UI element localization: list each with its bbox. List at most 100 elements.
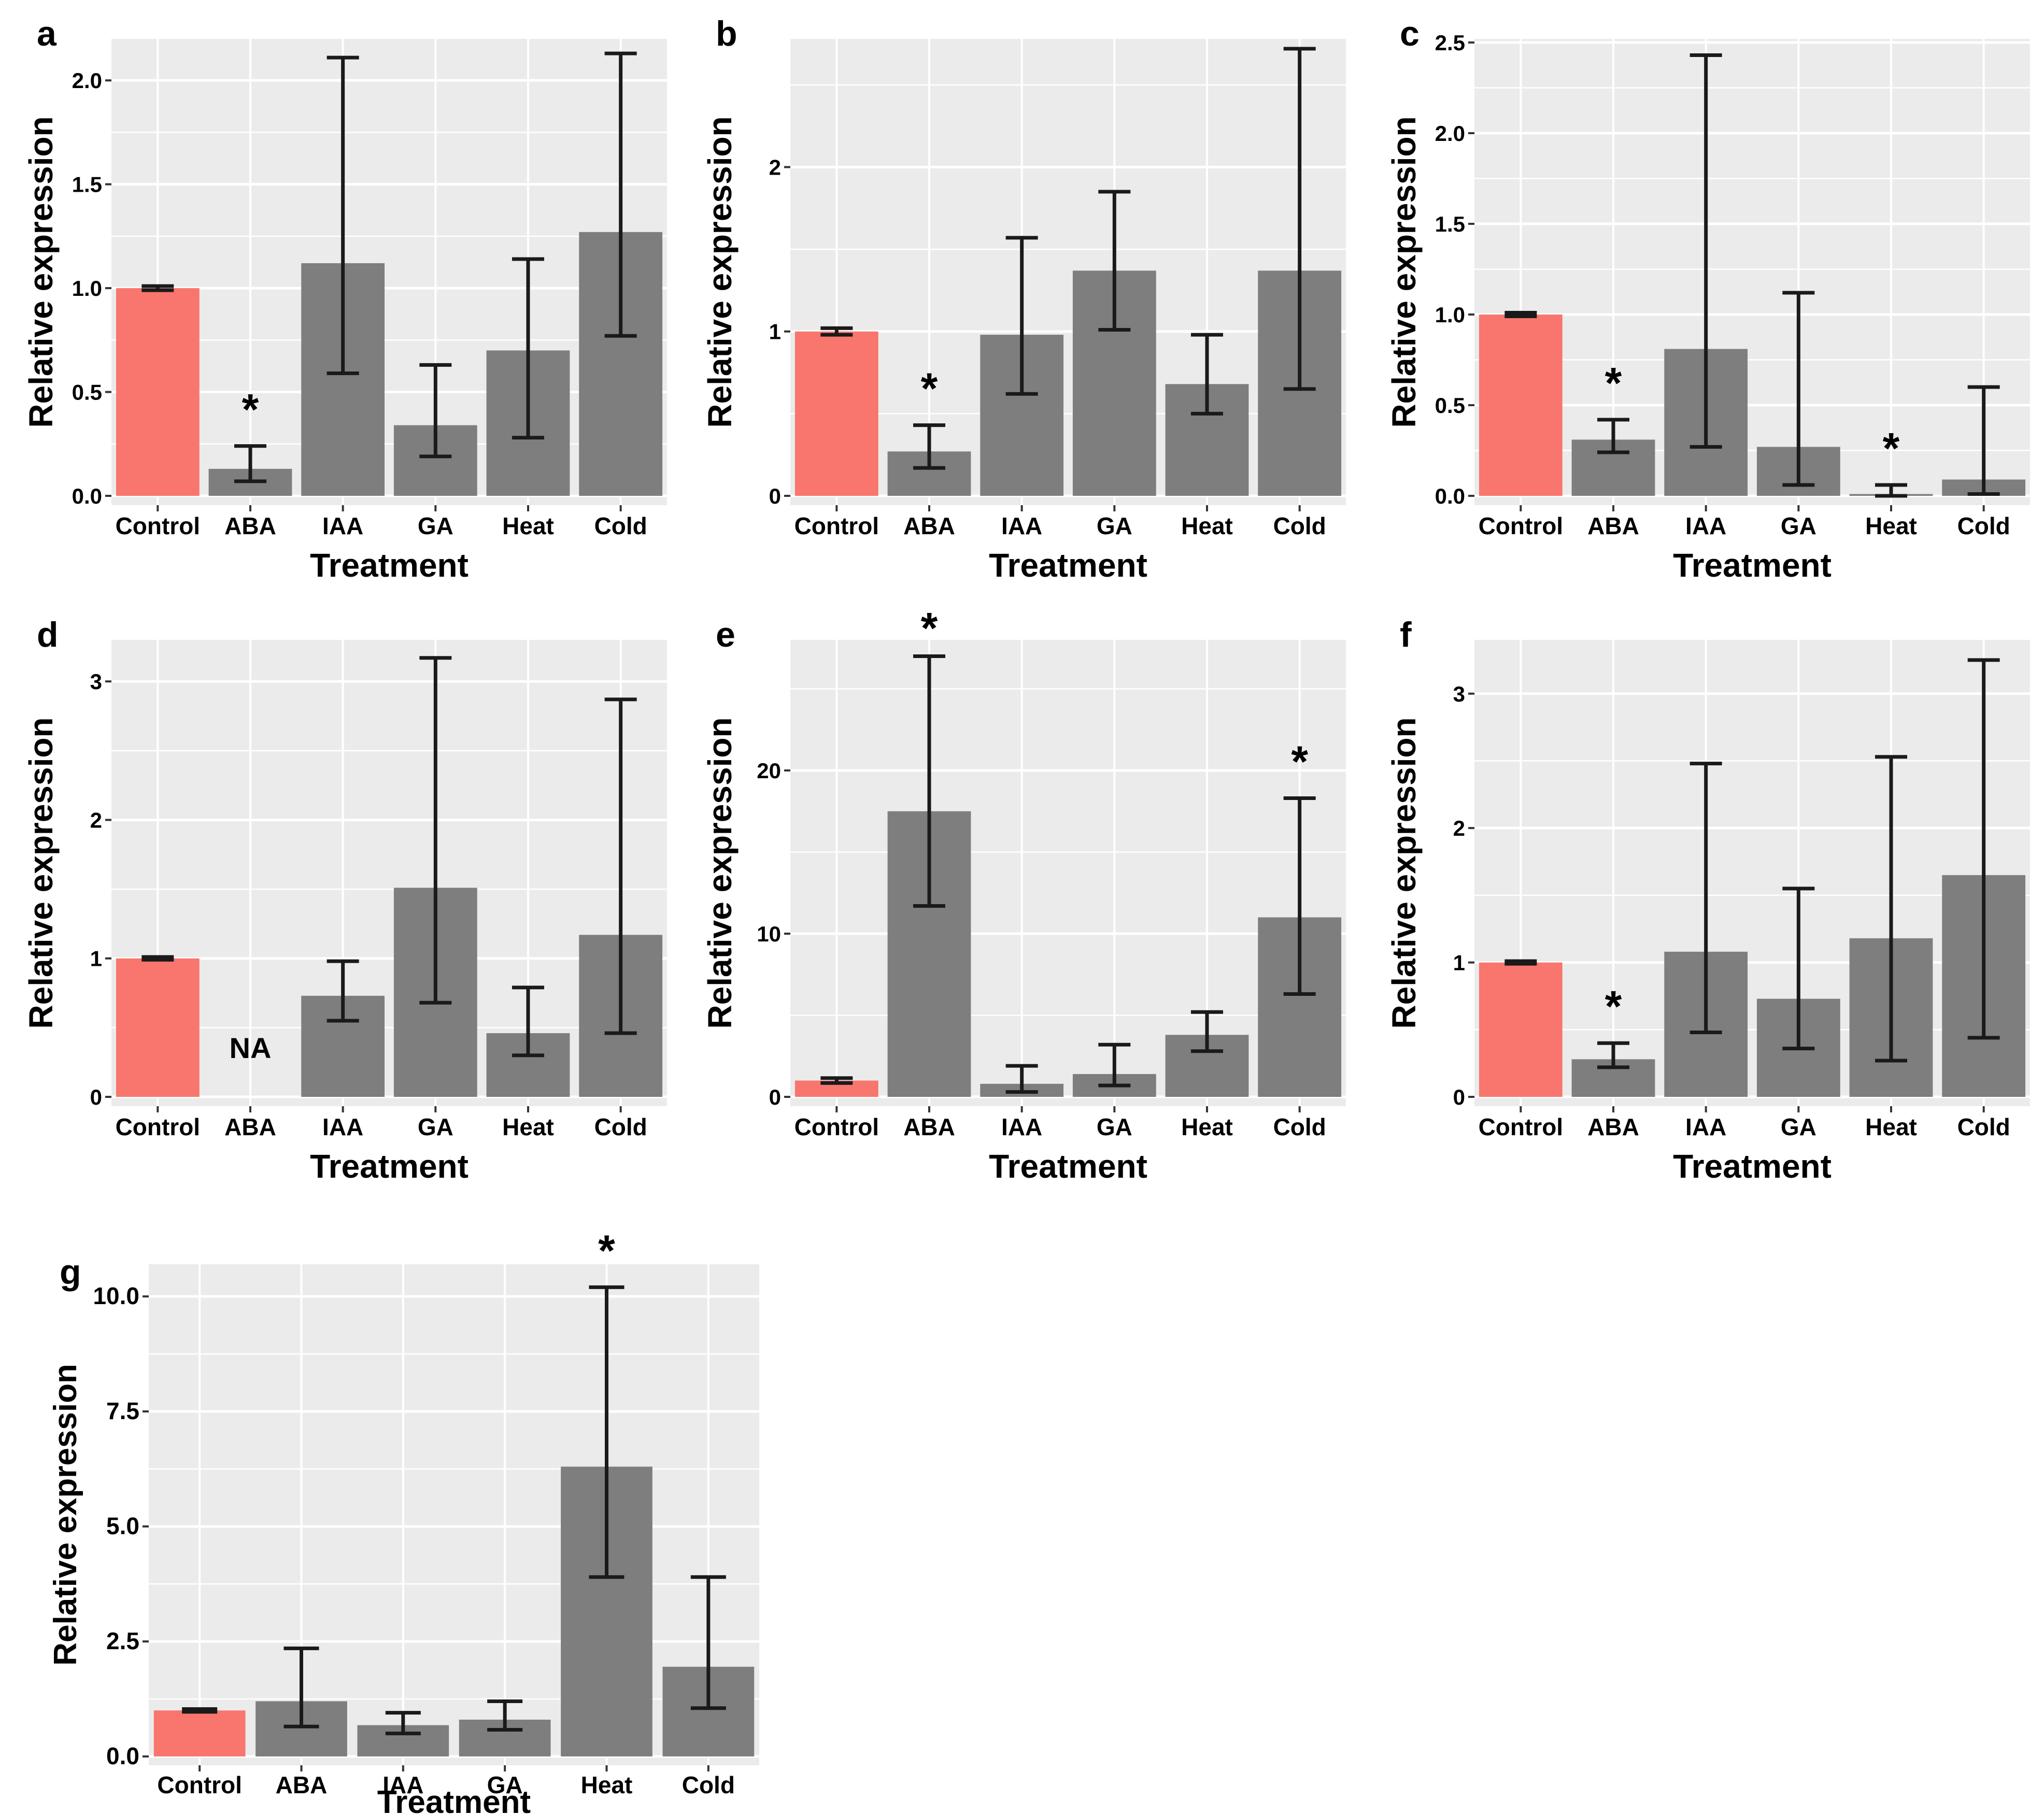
plot-background <box>790 640 1346 1106</box>
sig-marker-aba: * <box>242 385 259 434</box>
x-tick-label-cold: Cold <box>594 512 647 539</box>
y-tick-label: 2.0 <box>1435 121 1465 146</box>
error-bar-control <box>182 1707 218 1714</box>
panel-c: c Control * ABA IAA GA * Heat Cold 0.0 0.5 1.0 1.5 2… <box>1376 8 2039 598</box>
plot-background <box>149 1264 759 1765</box>
sig-marker-heat: * <box>1883 424 1900 473</box>
x-tick-label-heat: Heat <box>1865 1113 1917 1140</box>
x-tick-label-ga: GA <box>1097 1113 1132 1140</box>
error-bar-ga <box>1782 291 1815 487</box>
error-bar-iaa <box>385 1711 421 1736</box>
panel-f-chart: Control * ABA IAA GA Heat Cold 0 1 2 3 Relative exp… <box>1385 640 2030 1185</box>
bar-control <box>794 331 878 496</box>
y-tick-label: 0.0 <box>72 484 102 508</box>
y-tick-label: 0.0 <box>106 1742 139 1769</box>
x-tick-label-heat: Heat <box>502 1113 554 1140</box>
x-tick-label-heat: Heat <box>502 512 554 539</box>
y-tick-label: 7.5 <box>106 1397 139 1424</box>
x-tick-label-aba: ABA <box>1587 512 1639 539</box>
y-axis-title: Relative expression <box>701 717 739 1028</box>
x-tick-label-ga: GA <box>1097 512 1132 539</box>
bar-control <box>1479 315 1563 496</box>
y-tick-label: 1.0 <box>72 276 102 301</box>
y-tick-label: 10 <box>757 922 781 946</box>
y-tick-label: 1.5 <box>72 173 102 197</box>
x-tick-label-ga: GA <box>1781 512 1816 539</box>
x-tick-label-cold: Cold <box>1957 512 2010 539</box>
x-axis-title: Treatment <box>989 547 1147 584</box>
y-tick-label: 1.5 <box>1435 212 1465 236</box>
panel-e-letter: e <box>716 615 735 654</box>
y-axis-title: Relative expression <box>22 717 60 1028</box>
error-bar-cold <box>1283 47 1316 391</box>
y-tick-label: 0.5 <box>72 380 102 405</box>
error-bar-heat <box>1875 483 1907 498</box>
x-tick-label-cold: Cold <box>1273 512 1326 539</box>
error-bar-ga <box>487 1699 523 1732</box>
error-bar-ga <box>1782 887 1815 1051</box>
x-tick-label-heat: Heat <box>1181 512 1233 539</box>
y-tick-label: 2 <box>90 808 102 832</box>
y-tick-label: 0.0 <box>1435 484 1465 508</box>
error-bar-iaa <box>327 959 359 1023</box>
plot-background <box>790 39 1346 505</box>
error-bar-ga <box>419 363 452 459</box>
x-tick-label-aba: ABA <box>224 1113 276 1140</box>
panel-c-chart: Control * ABA IAA GA * Heat Cold 0.0 0.5 1.0 1.5 2.0… <box>1385 31 2030 584</box>
x-tick-label-iaa: IAA <box>1685 1113 1726 1140</box>
x-tick-label-aba: ABA <box>1587 1113 1639 1140</box>
plot-background <box>111 39 667 505</box>
error-bar-iaa <box>1005 236 1038 396</box>
sig-marker-aba: * <box>921 609 938 652</box>
error-bar-cold <box>604 51 637 338</box>
y-tick-label: 1.0 <box>1435 303 1465 327</box>
panel-d-chart: Control NA ABA IAA GA Heat Cold 0 1 2 3 Relative ex… <box>22 640 667 1185</box>
error-bar-heat <box>1191 1010 1223 1053</box>
panel-g-letter: g <box>60 1252 81 1292</box>
y-axis-title: Relative expression <box>22 116 60 427</box>
x-tick-label-heat: Heat <box>1865 512 1917 539</box>
x-tick-label-control: Control <box>116 1113 201 1140</box>
y-tick-label: 1 <box>90 947 102 971</box>
error-bar-aba <box>283 1646 319 1728</box>
error-bar-control <box>141 284 174 292</box>
x-tick-label-aba: ABA <box>224 512 276 539</box>
x-axis-title: Treatment <box>989 1148 1147 1185</box>
x-tick-label-heat: Heat <box>1181 1113 1233 1140</box>
error-bar-aba <box>913 654 945 908</box>
x-axis-title: Treatment <box>310 547 469 584</box>
error-bar-cold <box>604 697 637 1035</box>
sig-marker-aba: * <box>1605 359 1622 407</box>
error-bar-control <box>1504 959 1537 966</box>
x-tick-label-iaa: IAA <box>1001 512 1042 539</box>
error-bar-heat <box>1191 333 1223 416</box>
y-tick-label: 0.5 <box>1435 393 1465 418</box>
x-tick-label-iaa: IAA <box>322 1113 363 1140</box>
x-tick-label-iaa: IAA <box>382 1771 423 1798</box>
x-tick-label-control: Control <box>1479 512 1564 539</box>
sig-marker-cold: * <box>1291 737 1308 786</box>
error-bar-control <box>141 955 174 962</box>
x-axis-title: Treatment <box>377 1784 531 1815</box>
bar-control <box>116 288 200 496</box>
x-tick-label-control: Control <box>794 1113 879 1140</box>
panel-b-chart: Control * ABA IAA GA Heat Cold 0 1 2 Relative expr… <box>701 39 1346 584</box>
panel-g: g Control ABA IAA GA * Heat Cold 0.0 2.5 5.0 7.5 10… <box>13 1220 764 1815</box>
x-tick-label-ga: GA <box>1781 1113 1816 1140</box>
x-axis-title: Treatment <box>1673 1148 1832 1185</box>
panel-a-chart: Control * ABA IAA GA Heat Cold 0.0 0.5 1.0 1.5 2.0 R… <box>22 39 667 584</box>
y-tick-label: 2 <box>769 155 781 179</box>
error-bar-aba <box>1597 1041 1629 1069</box>
error-bar-cold <box>1967 385 2000 496</box>
y-tick-label: 2.5 <box>106 1627 139 1654</box>
x-tick-label-control: Control <box>794 512 879 539</box>
y-axis-title: Relative expression <box>48 1364 83 1665</box>
error-bar-ga <box>419 656 452 1005</box>
y-tick-label: 10.0 <box>93 1282 139 1309</box>
y-tick-label: 2 <box>1453 816 1465 840</box>
error-bar-iaa <box>1690 53 1722 449</box>
x-tick-label-aba: ABA <box>276 1771 328 1798</box>
error-bar-iaa <box>1005 1064 1038 1094</box>
x-tick-label-heat: Heat <box>581 1771 633 1798</box>
